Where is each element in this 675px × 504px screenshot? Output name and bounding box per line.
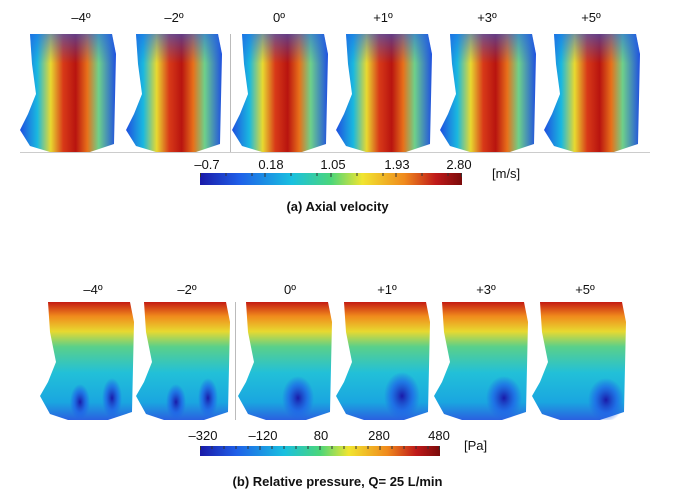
velocity-contour-map (126, 34, 226, 152)
angle-label: –2º (177, 282, 197, 297)
panel-axial-velocity: –4º –2º 0º +1º +3º +5º (0, 0, 675, 225)
pressure-contour-map (238, 302, 334, 420)
colorbar-tick-label: –120 (248, 428, 278, 443)
velocity-contour-map (232, 34, 332, 152)
pressure-contour-map (434, 302, 530, 420)
frame-baseline (20, 152, 650, 153)
angle-label: –4º (71, 10, 91, 25)
pressure-contour-map (532, 302, 628, 420)
angle-label: +3º (476, 282, 496, 297)
colorbar-unit: [m/s] (492, 166, 521, 181)
velocity-contour-map (20, 34, 120, 152)
velocity-contour-map (440, 34, 540, 152)
colorbar-tick-label: 1.05 (320, 157, 346, 172)
colorbar-tick-label: 0.18 (258, 157, 284, 172)
angle-label: –4º (83, 282, 103, 297)
pressure-contour-map (136, 302, 232, 420)
angle-label: +5º (581, 10, 601, 25)
colorbar (200, 173, 462, 187)
colorbar-unit: [Pa] (464, 438, 488, 453)
pressure-contour-map (336, 302, 432, 420)
velocity-contour-map (544, 34, 644, 152)
figure-caption: (b) Relative pressure, Q= 25 L/min (232, 474, 443, 489)
figure-caption: (a) Axial velocity (286, 199, 389, 214)
angle-label: 0º (284, 282, 296, 297)
frame-divider (235, 302, 236, 420)
angle-label: –2º (164, 10, 184, 25)
panel-relative-pressure: –4º –2º 0º +1º +3º +5º (0, 262, 675, 504)
colorbar-tick-label: –0.7 (194, 157, 220, 172)
velocity-contour-map (336, 34, 436, 152)
colorbar (200, 446, 440, 458)
frame-divider (230, 34, 231, 152)
colorbar-tick-label: 1.93 (384, 157, 410, 172)
colorbar-tick-label: –320 (188, 428, 218, 443)
angle-label: +1º (373, 10, 393, 25)
colorbar-tick-label: 480 (428, 428, 450, 443)
colorbar-tick-label: 80 (313, 428, 329, 443)
colorbar-tick-label: 280 (368, 428, 390, 443)
pressure-contour-map (40, 302, 136, 420)
angle-label: +5º (575, 282, 595, 297)
angle-label: +3º (477, 10, 497, 25)
colorbar-tick-label: 2.80 (446, 157, 472, 172)
angle-label: +1º (377, 282, 397, 297)
angle-label: 0º (273, 10, 285, 25)
